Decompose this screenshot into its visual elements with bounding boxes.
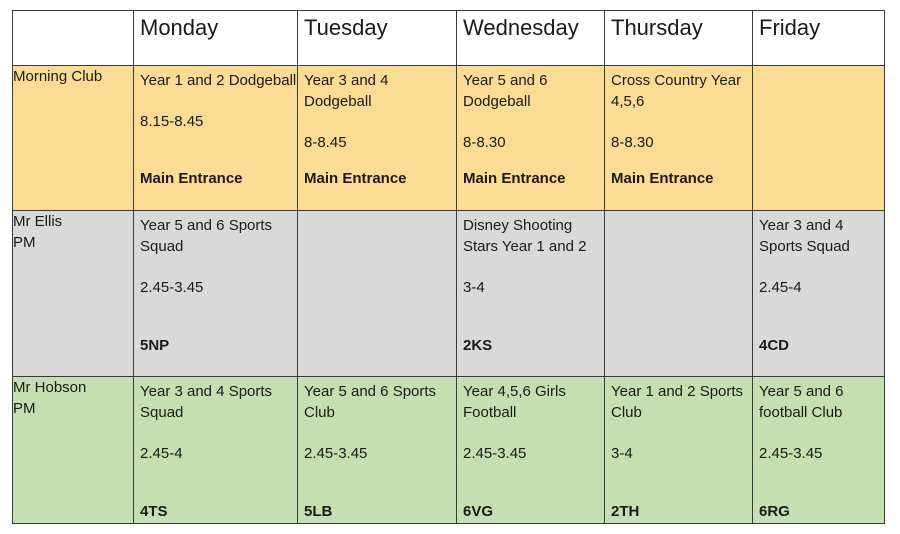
slot-time: 8-8.45: [304, 134, 347, 151]
slot-place: 6VG: [463, 503, 494, 520]
slot-morning-tuesday: Year 3 and 4 Dodgeball 8-8.45 Main Entra…: [297, 65, 457, 211]
slot-hobson-tuesday: Year 5 and 6 Sports Club 2.45-3.45 5LB: [297, 376, 457, 524]
slot-place: Main Entrance: [611, 170, 714, 187]
row-label-mr-hobson-pm: Mr Hobson PM: [12, 376, 134, 524]
slot-activity: Year 3 and 4 Dodgeball: [304, 72, 389, 110]
slot-activity: Year 1 and 2 Dodgeball: [140, 72, 297, 89]
day-header-friday: Friday: [752, 10, 885, 66]
day-header-wednesday: Wednesday: [456, 10, 605, 66]
slot-place: Main Entrance: [140, 170, 243, 187]
slot-hobson-friday: Year 5 and 6 football Club 2.45-3.45 6RG: [752, 376, 885, 524]
slot-morning-thursday: Cross Country Year 4,5,6 8-8.30 Main Ent…: [604, 65, 753, 211]
slot-time: 2.45-3.45: [140, 279, 204, 296]
slot-activity: Year 5 and 6 Sports Squad: [140, 217, 273, 255]
slot-activity: Disney Shooting Stars Year 1 and 2: [463, 217, 587, 255]
slot-place: 4TS: [140, 503, 168, 520]
slot-place: Main Entrance: [304, 170, 407, 187]
slot-time: 3-4: [463, 279, 485, 296]
slot-time: 2.45-4: [759, 279, 802, 296]
day-header-monday: Monday: [133, 10, 298, 66]
slot-place: 5LB: [304, 503, 333, 520]
slot-activity: Year 5 and 6 Dodgeball: [463, 72, 548, 110]
slot-place: 2TH: [611, 503, 640, 520]
slot-activity: Year 4,5,6 Girls Football: [463, 383, 566, 421]
corner-cell: [12, 10, 134, 66]
row-mr-hobson-pm: Mr Hobson PM Year 3 and 4 Sports Squad 2…: [12, 376, 885, 524]
slot-place: 5NP: [140, 337, 170, 354]
slot-time: 2.45-4: [140, 445, 183, 462]
header-row: Monday Tuesday Wednesday Thursday Friday: [12, 10, 885, 66]
slot-place: 6RG: [759, 503, 790, 520]
slot-activity: Year 5 and 6 football Club: [759, 383, 844, 421]
slot-activity: Year 5 and 6 Sports Club: [304, 383, 437, 421]
row-mr-ellis-pm: Mr Ellis PM Year 5 and 6 Sports Squad 2.…: [12, 210, 885, 377]
row-label-mr-ellis-pm: Mr Ellis PM: [12, 210, 134, 377]
slot-hobson-thursday: Year 1 and 2 Sports Club 3-4 2TH: [604, 376, 753, 524]
slot-place: 4CD: [759, 337, 790, 354]
slot-time: 8-8.30: [611, 134, 654, 151]
slot-place: 2KS: [463, 337, 493, 354]
slot-hobson-monday: Year 3 and 4 Sports Squad 2.45-4 4TS: [133, 376, 298, 524]
slot-activity: Year 3 and 4 Sports Squad: [140, 383, 273, 421]
day-header-tuesday: Tuesday: [297, 10, 457, 66]
slot-morning-wednesday: Year 5 and 6 Dodgeball 8-8.30 Main Entra…: [456, 65, 605, 211]
slot-activity: Year 1 and 2 Sports Club: [611, 383, 744, 421]
slot-morning-friday: [752, 65, 885, 211]
slot-time: 8.15-8.45: [140, 113, 204, 130]
slot-activity: Cross Country Year 4,5,6: [611, 72, 742, 110]
row-morning-club: Morning Club Year 1 and 2 Dodgeball 8.15…: [12, 65, 885, 211]
slot-morning-monday: Year 1 and 2 Dodgeball 8.15-8.45 Main En…: [133, 65, 298, 211]
slot-time: 2.45-3.45: [463, 445, 527, 462]
slot-hobson-wednesday: Year 4,5,6 Girls Football 2.45-3.45 6VG: [456, 376, 605, 524]
slot-ellis-tuesday: [297, 210, 457, 377]
clubs-timetable: Monday Tuesday Wednesday Thursday Friday…: [12, 10, 885, 524]
slot-time: 3-4: [611, 445, 633, 462]
slot-time: 8-8.30: [463, 134, 506, 151]
slot-time: 2.45-3.45: [759, 445, 823, 462]
day-header-thursday: Thursday: [604, 10, 753, 66]
slot-time: 2.45-3.45: [304, 445, 368, 462]
row-label-morning-club: Morning Club: [12, 65, 134, 211]
slot-ellis-wednesday: Disney Shooting Stars Year 1 and 2 3-4 2…: [456, 210, 605, 377]
slot-activity: Year 3 and 4 Sports Squad: [759, 217, 850, 255]
slot-ellis-monday: Year 5 and 6 Sports Squad 2.45-3.45 5NP: [133, 210, 298, 377]
slot-place: Main Entrance: [463, 170, 566, 187]
slot-ellis-friday: Year 3 and 4 Sports Squad 2.45-4 4CD: [752, 210, 885, 377]
slot-ellis-thursday: [604, 210, 753, 377]
